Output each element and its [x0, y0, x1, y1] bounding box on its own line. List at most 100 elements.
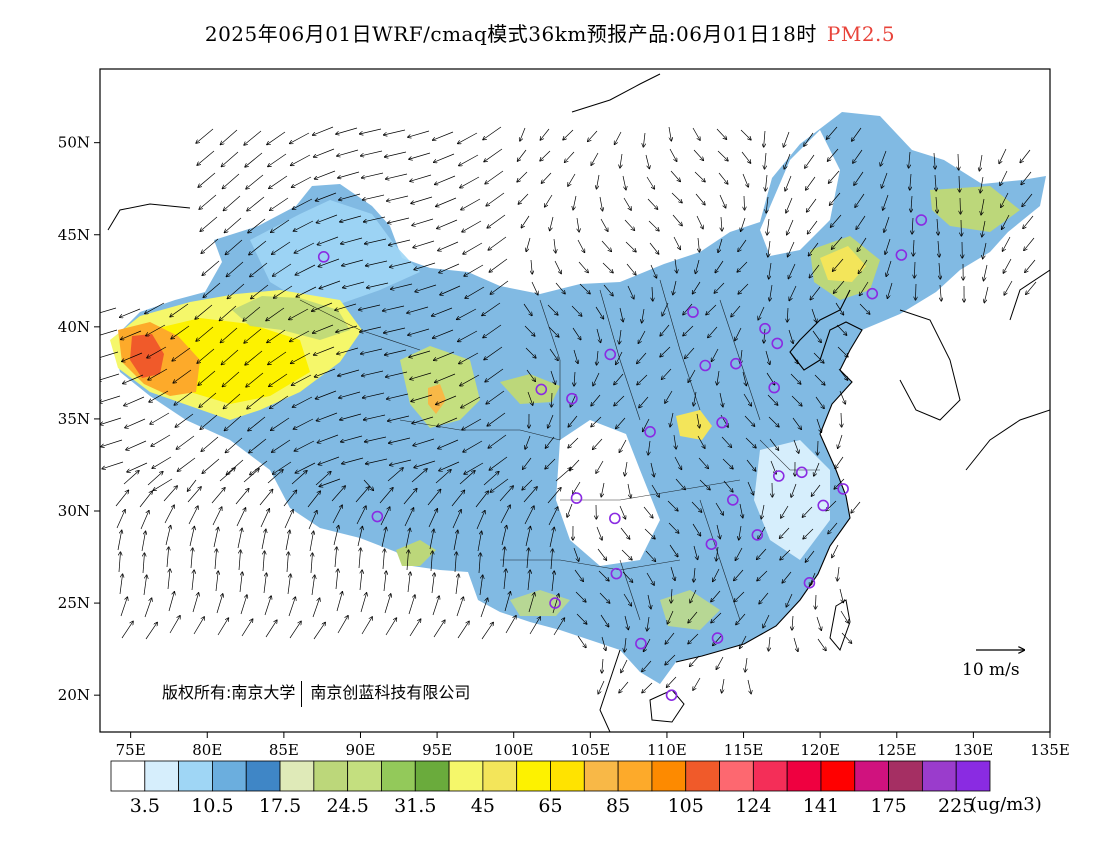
wind-vector [435, 175, 456, 184]
wind-vector [602, 262, 613, 273]
lat-tick-label: 25N [58, 594, 90, 612]
yellow-spot-henan [676, 410, 712, 440]
wind-vector [149, 390, 169, 402]
wind-vector [405, 528, 410, 549]
wind-vector [1023, 215, 1034, 228]
wind-vector [1004, 280, 1013, 295]
wind-vector [643, 132, 645, 147]
wind-vector [148, 368, 168, 380]
wind-vector [831, 214, 842, 227]
wind-vector [480, 598, 488, 618]
wind-vector [807, 198, 817, 212]
wind-vector [365, 436, 387, 442]
wind-vector [504, 569, 506, 590]
wind-vector [100, 329, 118, 336]
wind-vector [722, 678, 725, 693]
wind-vector [319, 478, 341, 486]
wind-vector [359, 570, 362, 591]
wind-vector [573, 195, 577, 210]
wind-vector [603, 284, 613, 296]
wind-vector [568, 437, 579, 448]
wind-vector [146, 324, 166, 336]
wind-vector [336, 592, 342, 612]
wind-vector [363, 194, 385, 200]
wind-vector [838, 434, 843, 448]
wind-vector [526, 237, 531, 251]
wind-vector [119, 552, 120, 573]
wind-vector [215, 571, 218, 592]
wind-vector [413, 438, 435, 446]
wind-vector [202, 260, 220, 275]
wind-vector [365, 238, 387, 244]
wind-vector [490, 478, 509, 492]
wind-vector [857, 237, 867, 251]
wind-vector [463, 440, 483, 452]
wind-vector [591, 394, 601, 406]
wind-vector [127, 462, 148, 472]
wind-vector [784, 153, 791, 169]
wind-vector [573, 481, 581, 494]
wind-vector [599, 592, 610, 603]
wind-vector [289, 308, 309, 320]
wind-vector [386, 173, 408, 179]
wind-vector [224, 217, 242, 233]
wind-vector [385, 618, 396, 636]
wind-vector [833, 258, 844, 271]
wind-vector [555, 282, 565, 294]
wind-vector [483, 126, 502, 140]
wind-vector [437, 219, 458, 229]
wind-vector [143, 553, 144, 574]
wind-vector [409, 619, 421, 637]
wind-vector [340, 215, 362, 222]
wind-vector [175, 413, 194, 427]
wind-vector [331, 486, 345, 502]
wind-vector [915, 283, 916, 300]
wind-vector [547, 304, 558, 315]
wind-vector [407, 550, 409, 571]
wind-vector [458, 132, 478, 144]
green-zone-heilongjiang [930, 186, 1020, 232]
wind-vector [527, 548, 529, 569]
legend-swatch [279, 760, 315, 792]
wind-vector [540, 128, 550, 140]
wind-vector [545, 194, 553, 207]
wind-vector [614, 131, 622, 144]
wind-vector [912, 217, 913, 234]
wind-vector [341, 435, 363, 442]
wind-vector [314, 148, 335, 157]
wind-vector [837, 566, 839, 581]
map-layer [100, 73, 1050, 732]
wind-vector [840, 610, 848, 623]
wind-vector [124, 396, 145, 406]
legend-label: 124 [735, 795, 771, 817]
wind-vector [597, 548, 606, 560]
wind-vector [225, 239, 243, 254]
wind-vector [524, 506, 534, 525]
wind-vector [597, 350, 598, 365]
wind-vector [363, 479, 373, 490]
wind-vector [171, 325, 190, 339]
city-marker [644, 426, 656, 438]
wind-vector [266, 307, 285, 321]
wind-vector [832, 544, 839, 558]
wind-vector [122, 352, 143, 362]
wind-vector [338, 369, 360, 376]
wind-vector [816, 616, 821, 630]
wind-vector [791, 483, 797, 497]
wind-vector [337, 149, 359, 156]
lon-tick-label: 125E [877, 741, 917, 759]
wind-vector [718, 238, 723, 252]
wind-vector [364, 414, 386, 420]
wind-vector [269, 175, 288, 188]
wind-vector [642, 308, 645, 323]
wind-vector [786, 197, 793, 213]
wind-vector [706, 304, 717, 315]
wind-vector [642, 660, 652, 672]
wind-vector [215, 549, 217, 570]
wind-vector [432, 596, 439, 616]
wind-vector [459, 352, 479, 364]
wind-vector [153, 478, 173, 490]
wind-vector [827, 126, 838, 139]
wind-vector [343, 281, 365, 288]
wind-vector [545, 458, 556, 469]
